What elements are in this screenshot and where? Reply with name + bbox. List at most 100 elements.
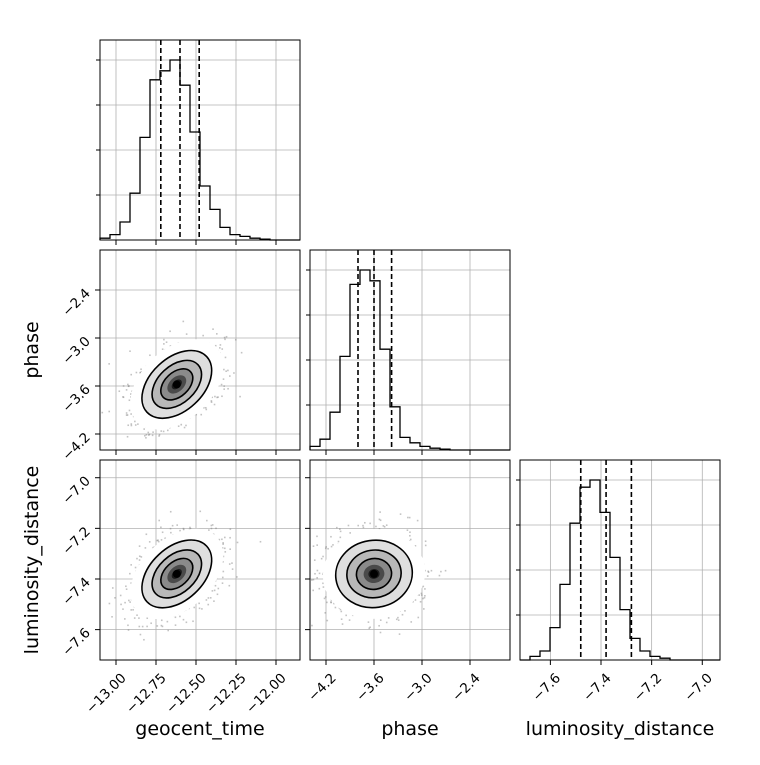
sample-point [375,526,377,528]
sample-point [340,531,342,533]
scatter-panel-phase-luminosity_distance: −4.2−3.6−3.0−2.4 [305,460,510,705]
sample-point [146,434,148,436]
sample-point [163,339,165,341]
sample-point [227,388,229,390]
sample-point [316,544,318,546]
sample-point [336,527,338,529]
sample-point [221,348,223,350]
sample-point [135,567,137,569]
sample-point [325,548,327,550]
sample-point [226,336,228,338]
sample-point [146,617,148,619]
sample-point [407,517,409,519]
sample-point [126,414,128,416]
x-tick-label: −12.25 [203,670,250,717]
sample-point [312,590,314,592]
sample-point [162,531,164,533]
sample-point [126,588,128,590]
sample-point [229,585,231,587]
sample-point [396,619,398,621]
sample-point [427,575,429,577]
sample-point [130,564,132,566]
sample-point [425,540,427,542]
sample-point [229,375,231,377]
sample-point [236,576,238,578]
sample-point [161,539,163,541]
sample-point [323,586,325,588]
sample-point [319,588,321,590]
sample-point [229,548,231,550]
sample-point [111,616,113,618]
sample-point [421,593,423,595]
sample-point [129,350,131,352]
sample-point [120,595,122,597]
sample-point [224,551,226,553]
sample-point [198,603,200,605]
sample-point [386,524,388,526]
sample-point [128,385,130,387]
x-tick-label: −12.00 [243,670,290,717]
sample-point [179,616,181,618]
sample-point [161,619,163,621]
sample-point [145,547,147,549]
sample-point [131,425,133,427]
sample-point [166,341,168,343]
sample-point [167,630,169,632]
sample-point [162,348,164,350]
y-tick-label: −7.4 [59,575,93,609]
sample-point [223,378,225,380]
sample-point [369,626,371,628]
sample-point [239,396,241,398]
sample-point [380,519,382,521]
sample-point [136,372,138,374]
sample-point [317,570,319,572]
sample-point [130,423,132,425]
sample-point [378,625,380,627]
sample-point [183,528,185,530]
sample-point [156,625,158,627]
y-tick-label: −3.6 [59,382,93,416]
sample-point [362,525,364,527]
scatter-panel-geocent_time-phase: −4.2−3.6−3.0−2.4 [59,250,300,464]
sample-point [422,586,424,588]
x-tick-label: −12.50 [163,670,210,717]
sample-point [241,352,243,354]
sample-point [139,555,141,557]
sample-point [225,357,227,359]
sample-point [167,430,169,432]
sample-point [158,541,160,543]
sample-point [221,395,223,397]
sample-point [331,546,333,548]
sample-point [231,562,233,564]
y-tick-label: −7.0 [59,473,93,507]
sample-point [313,545,315,547]
sample-point [205,407,207,409]
sample-point [135,424,137,426]
x-tick-label: −12.75 [123,670,170,717]
scatter-panel-geocent_time-luminosity_distance: −13.00−12.75−12.50−12.25−12.00−7.6−7.4−7… [59,460,300,717]
sample-point [189,527,191,529]
sample-point [424,595,426,597]
sample-point [149,541,151,543]
sample-point [363,527,365,529]
sample-point [139,626,141,628]
sample-point [193,607,195,609]
sample-point [420,601,422,603]
sample-point [224,537,226,539]
x-tick-label: −13.00 [83,670,130,717]
sample-point [208,529,210,531]
sample-point [221,384,223,386]
sample-point [223,388,225,390]
sample-point [330,536,332,538]
sample-point [326,620,328,622]
sample-point [421,594,423,596]
sample-point [223,369,225,371]
sample-point [122,608,124,610]
sample-point [130,374,132,376]
sample-point [214,396,216,398]
sample-point [210,597,212,599]
sample-point [160,430,162,432]
sample-point [126,412,128,414]
sample-point [134,617,136,619]
